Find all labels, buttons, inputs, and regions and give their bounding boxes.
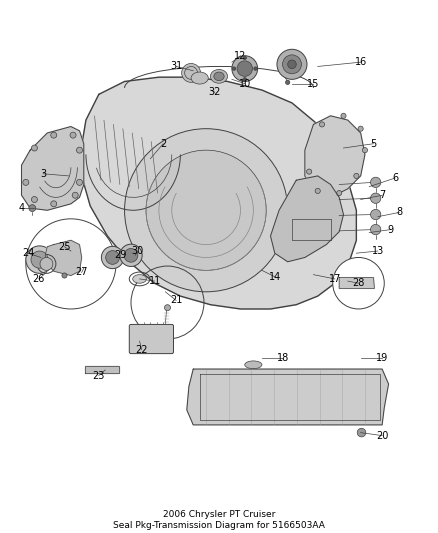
Circle shape <box>23 179 29 185</box>
Ellipse shape <box>214 72 224 80</box>
Polygon shape <box>339 278 374 288</box>
Text: 8: 8 <box>396 207 403 217</box>
Circle shape <box>32 197 37 203</box>
Circle shape <box>31 251 48 268</box>
Polygon shape <box>81 77 357 309</box>
Text: 24: 24 <box>22 248 34 258</box>
Circle shape <box>254 67 257 70</box>
Text: 13: 13 <box>372 246 384 256</box>
Polygon shape <box>45 240 81 276</box>
Ellipse shape <box>133 274 146 283</box>
Circle shape <box>77 147 82 153</box>
Circle shape <box>62 273 67 278</box>
Circle shape <box>319 122 325 127</box>
Text: 4: 4 <box>18 203 25 213</box>
Text: 22: 22 <box>135 345 148 355</box>
Ellipse shape <box>124 128 288 292</box>
Text: 14: 14 <box>268 272 281 282</box>
Polygon shape <box>21 126 84 210</box>
Circle shape <box>232 56 258 82</box>
FancyBboxPatch shape <box>129 325 173 353</box>
Ellipse shape <box>245 361 262 369</box>
Text: 32: 32 <box>208 87 221 97</box>
Polygon shape <box>305 116 365 197</box>
Polygon shape <box>271 176 343 262</box>
Text: 12: 12 <box>234 51 247 61</box>
Circle shape <box>283 55 301 74</box>
Circle shape <box>77 179 82 185</box>
Circle shape <box>315 188 320 193</box>
Circle shape <box>341 113 346 118</box>
Text: 15: 15 <box>307 79 320 88</box>
Circle shape <box>51 201 57 207</box>
Polygon shape <box>187 369 389 425</box>
Circle shape <box>243 56 247 60</box>
Circle shape <box>371 193 381 204</box>
Text: 23: 23 <box>92 370 105 381</box>
Text: 30: 30 <box>131 246 144 256</box>
Text: 2: 2 <box>160 139 166 149</box>
Text: 25: 25 <box>58 242 71 252</box>
Ellipse shape <box>185 67 198 79</box>
Ellipse shape <box>182 63 201 82</box>
Circle shape <box>354 173 359 179</box>
Text: 11: 11 <box>148 276 161 286</box>
Circle shape <box>70 132 76 138</box>
Text: 19: 19 <box>376 353 388 364</box>
Text: 29: 29 <box>114 251 127 260</box>
Circle shape <box>286 80 290 85</box>
Text: 21: 21 <box>170 295 182 305</box>
Text: 17: 17 <box>328 274 341 284</box>
Ellipse shape <box>146 150 266 270</box>
Circle shape <box>237 61 252 76</box>
Text: 28: 28 <box>352 278 365 288</box>
Text: 9: 9 <box>388 224 394 235</box>
Text: 7: 7 <box>379 190 385 200</box>
Circle shape <box>362 148 367 153</box>
Circle shape <box>40 257 53 270</box>
Circle shape <box>371 224 381 235</box>
Circle shape <box>26 246 53 273</box>
Circle shape <box>371 177 381 188</box>
Circle shape <box>120 244 142 266</box>
Circle shape <box>277 49 307 79</box>
Circle shape <box>165 305 170 311</box>
Circle shape <box>29 205 36 212</box>
Circle shape <box>358 126 363 131</box>
Circle shape <box>101 246 124 269</box>
Circle shape <box>51 132 57 138</box>
Circle shape <box>106 251 120 264</box>
Circle shape <box>243 78 247 81</box>
Circle shape <box>337 190 342 196</box>
Text: 10: 10 <box>239 79 251 88</box>
Circle shape <box>72 192 78 198</box>
Polygon shape <box>85 366 120 373</box>
Circle shape <box>307 169 312 174</box>
Text: 6: 6 <box>392 173 398 183</box>
Ellipse shape <box>191 72 208 84</box>
Ellipse shape <box>210 69 228 83</box>
Text: 18: 18 <box>277 353 290 364</box>
Text: 26: 26 <box>32 274 45 284</box>
Text: 16: 16 <box>354 57 367 67</box>
Circle shape <box>288 60 296 69</box>
Circle shape <box>32 145 37 151</box>
Circle shape <box>333 257 384 309</box>
Text: 3: 3 <box>40 169 46 179</box>
Text: 20: 20 <box>376 431 389 441</box>
Circle shape <box>371 209 381 220</box>
Circle shape <box>357 429 366 437</box>
Text: 27: 27 <box>75 268 88 278</box>
Text: 31: 31 <box>170 61 182 71</box>
Text: 5: 5 <box>371 139 377 149</box>
Circle shape <box>232 67 236 70</box>
Circle shape <box>124 248 138 262</box>
Text: 2006 Chrysler PT Cruiser
Seal Pkg-Transmission Diagram for 5166503AA: 2006 Chrysler PT Cruiser Seal Pkg-Transm… <box>113 510 325 530</box>
